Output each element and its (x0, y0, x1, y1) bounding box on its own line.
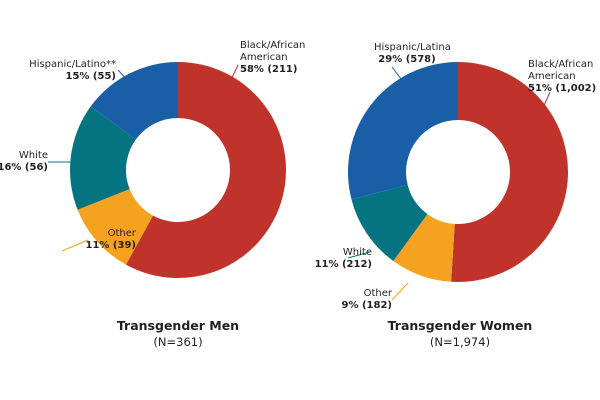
donut-slice-black-african-american (125, 62, 286, 278)
leader-line-black-african-american (227, 64, 239, 87)
slice-label-value: 9% (182) (341, 300, 392, 311)
leader-line-hispanic-latina (391, 66, 406, 85)
slice-label-value: 16% (56) (0, 162, 48, 173)
slice-label-name: Hispanic/Latina (374, 42, 451, 53)
leader-line-other (61, 239, 89, 252)
slice-label-value: 58% (211) (240, 64, 298, 75)
donut-slice-other (393, 214, 455, 282)
donut-slice-black-african-american (451, 61, 569, 283)
donut-slice-white (351, 184, 428, 261)
donut-slice-hispanic-latina (348, 62, 458, 200)
slice-label-name: Other (107, 228, 136, 239)
slice-label-value: 51% (1,002) (528, 83, 597, 94)
slice-label-black-african-american: Black/African American 58% (211) (240, 40, 310, 76)
chart-title-men: Transgender Men (116, 318, 240, 333)
donut-slice-other (77, 189, 153, 265)
slice-label-name: White (342, 247, 372, 258)
slice-label-other: Other 9% (182) (342, 288, 392, 312)
slice-label-white: White 16% (56) (0, 150, 48, 174)
chart-title-women: Transgender Women (387, 318, 533, 333)
slice-label-other: Other 11% (39) (86, 228, 136, 252)
slice-label-name: Other (363, 288, 392, 299)
slice-label-black-african-american: Black/African American 51% (1,002) (528, 59, 598, 95)
chart-subtitle-women: (N=1,974) (429, 335, 491, 349)
slice-label-name: White (18, 150, 48, 161)
slice-label-white: White 11% (212) (315, 247, 372, 271)
slice-label-value: 11% (212) (314, 259, 372, 270)
slice-label-hispanic-latina: Hispanic/Latina 29% (578) (374, 42, 451, 66)
leader-line-black-african-american (541, 91, 551, 111)
slice-label-value: 15% (55) (65, 71, 116, 82)
slice-label-value: 29% (578) (378, 54, 436, 65)
slice-label-name: Black/African American (240, 40, 306, 63)
donut-slice-white (69, 106, 136, 210)
leader-line-hispanic-latino (117, 69, 131, 84)
donut-slice-hispanic-latino (90, 61, 178, 140)
slice-label-name: Hispanic/Latino** (29, 59, 116, 70)
slice-label-name: Black/African American (528, 59, 594, 82)
chart-subtitle-men: (N=361) (153, 335, 203, 349)
slice-label-hispanic-latino: Hispanic/Latino** 15% (55) (29, 59, 116, 83)
leader-line-white (347, 251, 371, 259)
slice-label-value: 11% (39) (85, 240, 136, 251)
leader-line-other (391, 282, 409, 301)
